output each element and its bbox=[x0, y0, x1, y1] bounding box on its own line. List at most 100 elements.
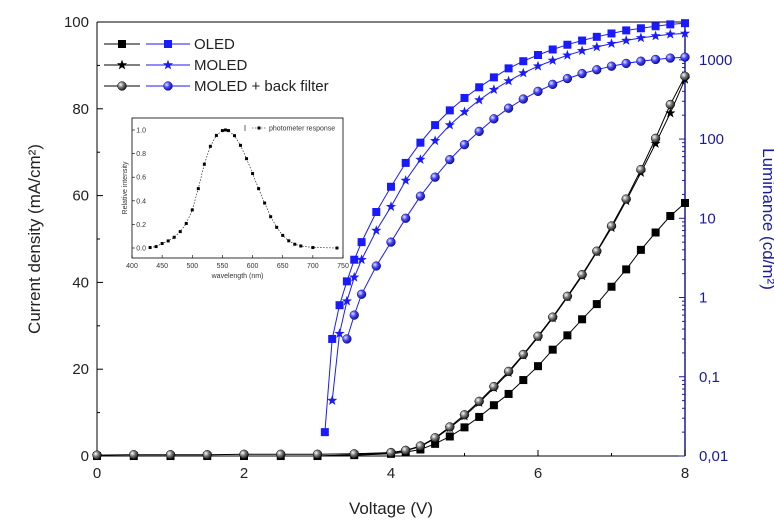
data-point bbox=[665, 107, 676, 118]
x-tick-label: 4 bbox=[387, 465, 395, 482]
x-tick-label: 8 bbox=[681, 465, 689, 482]
legend-marker-blue bbox=[164, 40, 172, 48]
data-point bbox=[445, 422, 455, 432]
y-axis-label: Current density (mA/cm²) bbox=[25, 144, 44, 334]
data-point bbox=[666, 211, 675, 220]
data-point bbox=[401, 213, 411, 223]
inset-data-point bbox=[269, 215, 273, 219]
series-line bbox=[346, 56, 686, 340]
data-point bbox=[592, 32, 601, 41]
data-point bbox=[356, 254, 367, 265]
data-point bbox=[460, 423, 469, 432]
data-point bbox=[518, 94, 528, 104]
data-point bbox=[533, 331, 543, 341]
data-point bbox=[459, 410, 470, 420]
data-point bbox=[680, 71, 690, 81]
data-point bbox=[445, 432, 454, 441]
data-point bbox=[665, 99, 675, 110]
data-point bbox=[636, 56, 646, 66]
inset-data-point bbox=[220, 129, 224, 133]
data-point bbox=[431, 121, 440, 130]
data-point bbox=[415, 154, 426, 164]
data-point bbox=[385, 201, 397, 212]
data-point bbox=[651, 228, 660, 237]
inset-x-tick-label: 500 bbox=[186, 263, 198, 270]
data-point bbox=[592, 246, 602, 256]
data-point bbox=[577, 68, 587, 79]
data-point bbox=[518, 349, 528, 360]
data-point bbox=[503, 103, 514, 113]
inset-data-point bbox=[208, 144, 212, 148]
y-tick-label: 0 bbox=[81, 448, 89, 465]
legend-label: OLED bbox=[194, 36, 235, 53]
data-point bbox=[415, 441, 426, 451]
data-point bbox=[431, 439, 440, 448]
data-point bbox=[401, 445, 411, 456]
data-point bbox=[548, 79, 558, 90]
inset-plot-area: 400 450 500 550 600 650 700 750 0.0 0.2 0.4 0.6 0.8 1… bbox=[122, 117, 349, 280]
data-point bbox=[519, 376, 528, 385]
data-point bbox=[578, 36, 587, 45]
data-point bbox=[276, 449, 286, 459]
inset-x-axis-label: wavelength (nm) bbox=[211, 273, 264, 280]
data-point bbox=[681, 198, 689, 207]
data-point bbox=[503, 366, 514, 377]
data-point bbox=[129, 450, 139, 460]
data-point bbox=[489, 401, 498, 410]
data-point bbox=[444, 119, 455, 130]
inset-data-point bbox=[299, 244, 303, 248]
data-point bbox=[562, 49, 573, 60]
inset-data-point bbox=[335, 246, 339, 250]
data-point bbox=[474, 126, 484, 137]
y2-tick-label: 1000 bbox=[699, 52, 732, 69]
inset-data-point bbox=[148, 246, 152, 250]
inset-data-point bbox=[281, 233, 285, 237]
data-point bbox=[445, 154, 455, 165]
inset-frame bbox=[131, 117, 344, 259]
inset-data-point bbox=[184, 221, 188, 225]
data-point bbox=[680, 52, 690, 62]
data-point bbox=[636, 245, 645, 254]
data-point bbox=[459, 106, 470, 117]
inset-series-line bbox=[150, 129, 338, 249]
data-point bbox=[320, 428, 329, 437]
data-point bbox=[607, 282, 616, 291]
data-point bbox=[460, 93, 469, 102]
data-point bbox=[334, 328, 345, 338]
legend-marker-black bbox=[117, 81, 127, 91]
inset-data-point bbox=[293, 242, 297, 246]
data-point bbox=[430, 433, 440, 443]
inset-x-tick-label: 550 bbox=[217, 263, 229, 270]
inset-x-tick-label: 750 bbox=[337, 263, 349, 270]
y-tick-label: 60 bbox=[72, 188, 89, 205]
data-point bbox=[335, 301, 344, 310]
data-point bbox=[239, 449, 249, 459]
data-point bbox=[562, 291, 573, 301]
series-line bbox=[324, 22, 686, 433]
legend-marker-blue bbox=[162, 59, 174, 70]
data-point bbox=[534, 50, 542, 59]
data-point bbox=[349, 271, 360, 282]
data-point bbox=[665, 53, 675, 63]
data-point bbox=[386, 237, 396, 247]
inset-data-point bbox=[196, 187, 200, 191]
data-point bbox=[489, 381, 499, 392]
inset-data-point bbox=[311, 246, 315, 250]
data-point bbox=[621, 58, 631, 69]
inset-data-point bbox=[190, 208, 194, 212]
data-point bbox=[518, 67, 529, 78]
inset-x-tick-label: 450 bbox=[156, 263, 168, 270]
data-point bbox=[606, 38, 617, 48]
y2-tick-label: 10 bbox=[699, 210, 716, 227]
inset-data-point bbox=[166, 239, 170, 243]
data-point bbox=[349, 310, 359, 320]
x-tick-label: 2 bbox=[240, 465, 248, 482]
inset-data-point bbox=[239, 143, 243, 147]
data-point bbox=[328, 334, 337, 343]
data-point bbox=[327, 395, 338, 405]
data-point bbox=[341, 295, 352, 306]
inset-data-point bbox=[287, 239, 291, 243]
data-point bbox=[650, 30, 661, 41]
data-point bbox=[371, 225, 382, 235]
